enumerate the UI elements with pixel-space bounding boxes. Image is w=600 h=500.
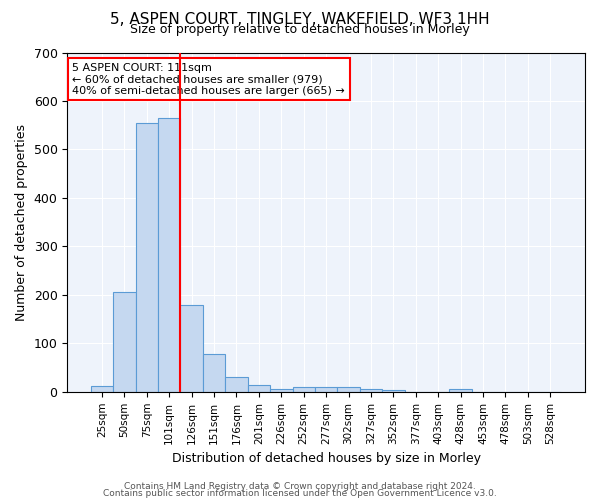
Bar (360, 390, 382, 392)
Bar (270, 390, 293, 392)
Text: 5 ASPEN COURT: 111sqm
← 60% of detached houses are smaller (979)
40% of semi-det: 5 ASPEN COURT: 111sqm ← 60% of detached … (73, 62, 345, 96)
Bar (248, 385, 270, 392)
Bar (382, 390, 404, 392)
X-axis label: Distribution of detached houses by size in Morley: Distribution of detached houses by size … (172, 452, 481, 465)
Bar (449, 390, 472, 392)
Bar (158, 118, 181, 392)
Text: 5, ASPEN COURT, TINGLEY, WAKEFIELD, WF3 1HH: 5, ASPEN COURT, TINGLEY, WAKEFIELD, WF3 … (110, 12, 490, 28)
Bar (337, 387, 360, 392)
Bar (91, 386, 113, 392)
Text: Contains public sector information licensed under the Open Government Licence v3: Contains public sector information licen… (103, 489, 497, 498)
Bar (293, 387, 315, 392)
Bar (113, 292, 136, 392)
Y-axis label: Number of detached properties: Number of detached properties (15, 124, 28, 320)
Bar (181, 304, 203, 392)
Text: Size of property relative to detached houses in Morley: Size of property relative to detached ho… (130, 22, 470, 36)
Bar (203, 354, 225, 392)
Bar (315, 387, 337, 392)
Bar (136, 123, 158, 392)
Bar (225, 378, 248, 392)
Text: Contains HM Land Registry data © Crown copyright and database right 2024.: Contains HM Land Registry data © Crown c… (124, 482, 476, 491)
